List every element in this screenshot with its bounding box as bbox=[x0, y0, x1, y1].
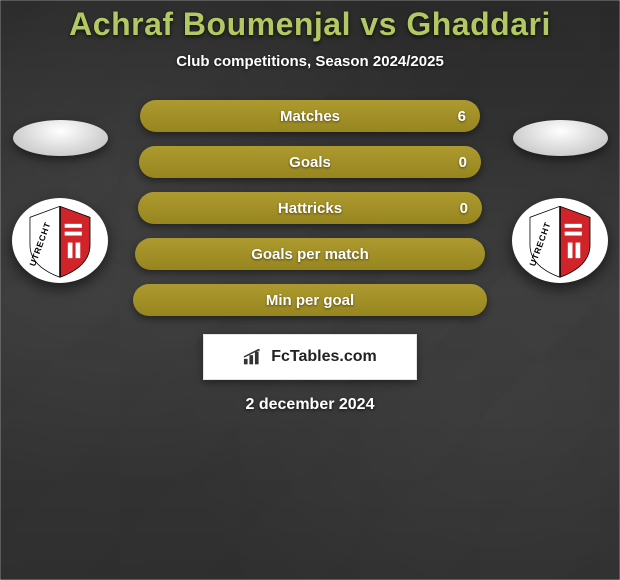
stat-row: Goals per match bbox=[135, 238, 485, 270]
stat-label: Min per goal bbox=[266, 292, 354, 309]
attribution-text: FcTables.com bbox=[271, 348, 377, 366]
bar-chart-icon bbox=[243, 348, 265, 366]
stat-row: Min per goal bbox=[133, 284, 487, 316]
date-text: 2 december 2024 bbox=[246, 396, 375, 414]
subtitle: Club competitions, Season 2024/2025 bbox=[176, 53, 444, 70]
player-right-slot: UTRECHT bbox=[510, 120, 610, 283]
stat-row: Matches 6 bbox=[140, 100, 480, 132]
player-left-slot: UTRECHT bbox=[10, 120, 110, 283]
attribution-box: FcTables.com bbox=[203, 334, 417, 380]
player-left-avatar-placeholder bbox=[13, 120, 108, 156]
club-badge-left: UTRECHT bbox=[12, 198, 108, 283]
stats-list: Matches 6 Goals 0 Hattricks 0 Goals per match M… bbox=[133, 100, 487, 316]
utrecht-badge-icon: UTRECHT bbox=[521, 202, 599, 280]
stat-value-right: 0 bbox=[460, 200, 468, 217]
stat-label: Goals bbox=[289, 154, 331, 171]
stat-label: Matches bbox=[280, 108, 340, 125]
player-right-avatar-placeholder bbox=[513, 120, 608, 156]
stat-label: Goals per match bbox=[251, 246, 369, 263]
stat-value-right: 0 bbox=[459, 154, 467, 171]
utrecht-badge-icon: UTRECHT bbox=[21, 202, 99, 280]
club-badge-right: UTRECHT bbox=[512, 198, 608, 283]
stat-row: Goals 0 bbox=[139, 146, 481, 178]
stat-row: Hattricks 0 bbox=[138, 192, 482, 224]
stat-value-right: 6 bbox=[458, 108, 466, 125]
stat-label: Hattricks bbox=[278, 200, 342, 217]
page-title: Achraf Boumenjal vs Ghaddari bbox=[69, 6, 551, 43]
